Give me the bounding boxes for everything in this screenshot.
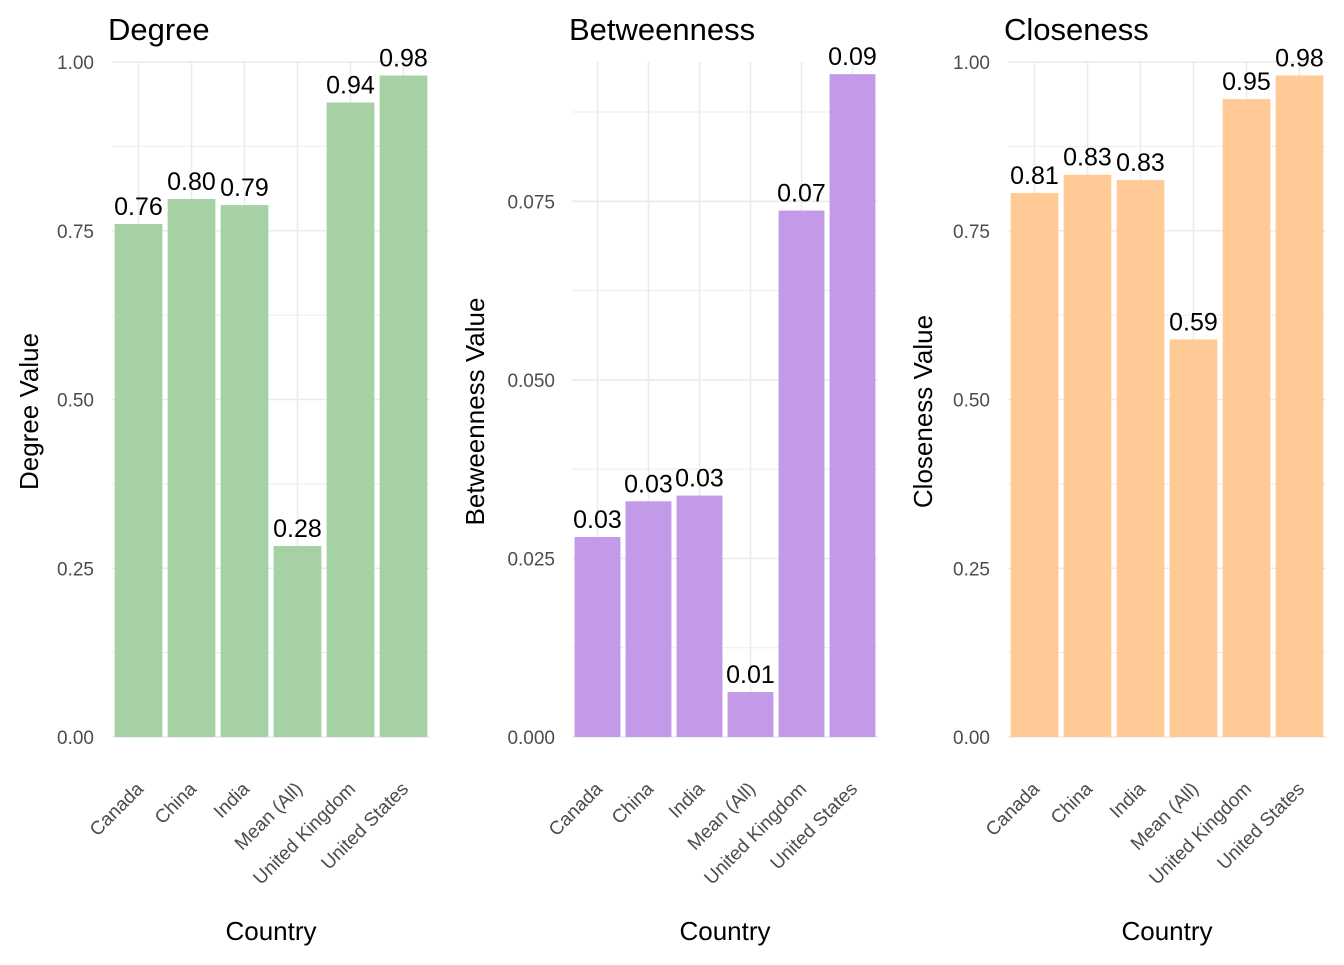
x-axis-title: Country xyxy=(1121,916,1212,946)
y-axis-title: Closeness Value xyxy=(908,315,938,508)
y-tick-label: 0.25 xyxy=(57,559,94,580)
x-axis-title: Country xyxy=(679,916,770,946)
y-axis-title: Betweenness Value xyxy=(460,298,490,526)
bar xyxy=(625,501,672,737)
bar xyxy=(1275,75,1324,737)
y-tick-label: 0.75 xyxy=(953,222,990,243)
bar xyxy=(1169,339,1218,737)
x-tick-label: China xyxy=(1047,778,1097,828)
y-tick-label: 0.050 xyxy=(507,371,555,392)
data-label: 0.03 xyxy=(675,465,724,493)
bar xyxy=(220,205,269,738)
y-tick-label: 0.00 xyxy=(57,728,94,749)
y-tick-label: 0.000 xyxy=(507,728,555,749)
y-axis-title: Degree Value xyxy=(14,333,44,490)
data-label: 0.76 xyxy=(114,193,163,221)
x-axis-title: Country xyxy=(225,916,316,946)
y-tick-label: 1.00 xyxy=(953,53,990,74)
bar xyxy=(1116,180,1165,737)
x-tick-label: India xyxy=(1106,778,1150,822)
y-tick-label: 0.75 xyxy=(57,222,94,243)
data-label: 0.95 xyxy=(1222,68,1271,96)
data-label: 0.98 xyxy=(1275,45,1324,73)
panel-title: Closeness xyxy=(1004,12,1149,47)
panel-title: Degree xyxy=(108,12,210,47)
bar xyxy=(167,199,216,737)
bar xyxy=(676,495,723,737)
bar xyxy=(1010,192,1059,737)
bar xyxy=(326,102,375,737)
x-tick-label: China xyxy=(608,778,658,828)
data-label: 0.94 xyxy=(326,72,375,100)
data-label: 0.03 xyxy=(573,506,622,534)
x-tick-label: Canada xyxy=(86,778,148,840)
bar xyxy=(778,210,825,738)
panel-title: Betweenness xyxy=(569,12,755,47)
y-tick-label: 0.25 xyxy=(953,559,990,580)
y-tick-label: 0.025 xyxy=(507,549,555,570)
x-tick-label: China xyxy=(151,778,201,828)
data-label: 0.59 xyxy=(1169,308,1218,336)
y-tick-label: 0.50 xyxy=(57,391,94,412)
data-label: 0.01 xyxy=(726,661,775,689)
x-tick-label: Canada xyxy=(982,778,1044,840)
data-label: 0.83 xyxy=(1116,149,1165,177)
data-label: 0.83 xyxy=(1063,144,1112,172)
data-label: 0.03 xyxy=(624,470,673,498)
data-label: 0.07 xyxy=(777,180,826,208)
bar xyxy=(379,75,428,737)
y-tick-label: 0.075 xyxy=(507,192,555,213)
chart-panel-1: 0.00 0.25 0.50 0.75 1.00 0.760.80 0.79 0.28 0.94… xyxy=(14,12,430,946)
x-tick-label: Canada xyxy=(545,778,607,840)
bar xyxy=(1222,99,1271,737)
x-tick-label: India xyxy=(210,778,254,822)
data-label: 0.79 xyxy=(220,174,269,202)
y-tick-label: 0.00 xyxy=(953,728,990,749)
y-tick-label: 0.50 xyxy=(953,391,990,412)
data-label: 0.81 xyxy=(1010,162,1059,190)
bar xyxy=(1063,174,1112,738)
bar xyxy=(727,692,774,737)
data-label: 0.09 xyxy=(828,43,877,71)
chart-panel-3: 0.000.250.500.751.000.810.83 0.830.590.95… xyxy=(908,12,1326,946)
bar xyxy=(574,537,621,737)
bar xyxy=(273,545,322,737)
x-tick-label: India xyxy=(665,778,709,822)
bar xyxy=(829,74,876,737)
data-label: 0.80 xyxy=(167,168,216,196)
bar xyxy=(114,224,163,737)
data-label: 0.28 xyxy=(273,515,322,543)
y-tick-label: 1.00 xyxy=(57,53,94,74)
data-label: 0.98 xyxy=(379,45,428,73)
